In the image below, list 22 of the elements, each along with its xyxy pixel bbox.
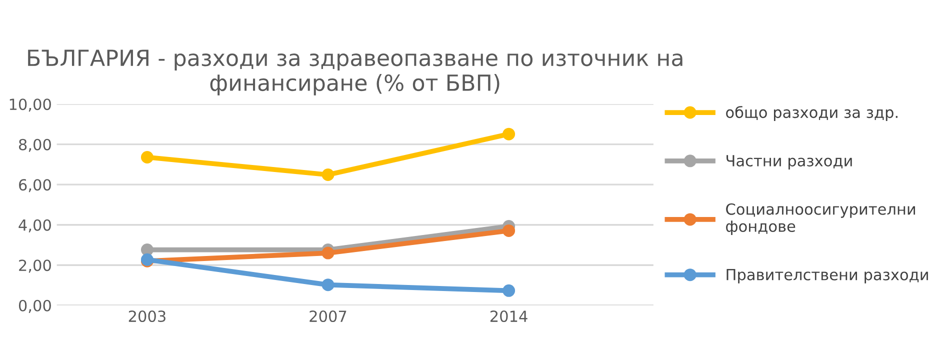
point [502, 224, 516, 237]
y-tick-label: 2,00 [19, 260, 51, 273]
x-tick-label: 2014 [490, 310, 528, 322]
y-tick-label: 10,00 [10, 98, 51, 112]
legend-label: общо разходи за здр. [726, 106, 898, 122]
point [140, 244, 154, 256]
point [322, 246, 334, 260]
chart-title: БЪЛГАРИЯ - разходи за здравеопазване по източник на финансиране (% от БВП) [28, 50, 682, 96]
point [502, 284, 516, 297]
legend-label: Частни разходи [726, 155, 852, 170]
point [140, 150, 154, 164]
x-tick-label: 2007 [310, 310, 346, 322]
x-tick-label: 2003 [128, 310, 166, 322]
y-tick-label: 6,00 [19, 179, 51, 192]
y-tick-label: 4,00 [18, 219, 51, 232]
point [322, 168, 334, 181]
legend-label: Правителствени разходи [726, 269, 928, 284]
y-tick-label: 0,00 [18, 300, 51, 313]
y-tick-label: 8,00 [18, 138, 51, 152]
point [322, 278, 334, 292]
point [502, 128, 516, 140]
legend-label: Социалноосигурителни фондове [726, 203, 916, 235]
